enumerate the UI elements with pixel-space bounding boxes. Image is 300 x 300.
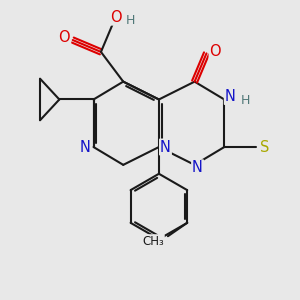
Text: N: N: [160, 140, 171, 154]
Text: CH₃: CH₃: [142, 235, 164, 248]
Text: N: N: [80, 140, 91, 154]
Text: H: H: [125, 14, 135, 27]
Text: N: N: [192, 160, 203, 175]
Text: O: O: [210, 44, 221, 59]
Text: O: O: [110, 10, 122, 25]
Text: H: H: [241, 94, 250, 107]
Text: N: N: [225, 89, 236, 104]
Text: O: O: [58, 30, 70, 45]
Text: S: S: [260, 140, 269, 154]
